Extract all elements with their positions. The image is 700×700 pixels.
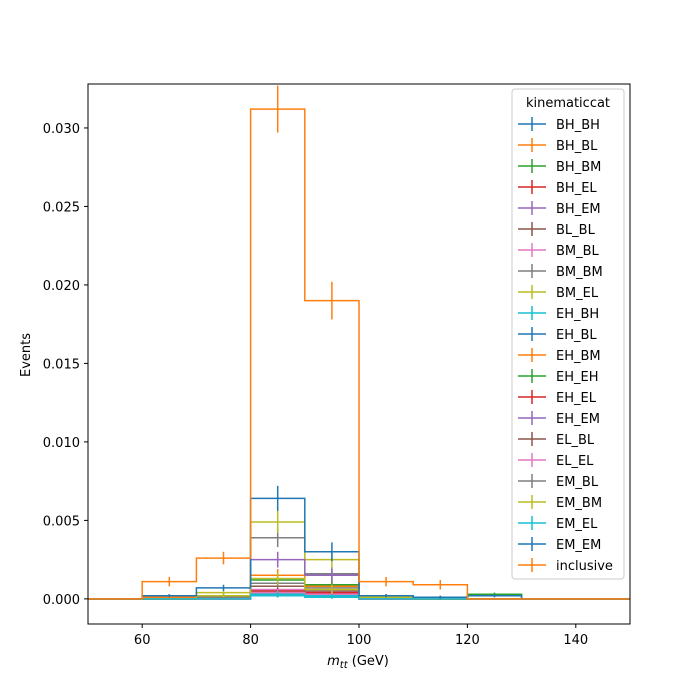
- legend-entry-EH_BM: EH_BM: [518, 348, 601, 364]
- legend-label-EM_EM: EM_EM: [556, 538, 601, 553]
- x-axis-label-unit: (GeV): [348, 654, 389, 669]
- legend-label-EL_BL: EL_BL: [556, 433, 595, 448]
- legend-label-EM_BM: EM_BM: [556, 496, 602, 511]
- legend-label-EH_EL: EH_EL: [556, 391, 597, 406]
- legend-label-EH_BH: EH_BH: [556, 307, 599, 322]
- x-tick-label-80: 80: [242, 633, 259, 648]
- legend-label-EH_BL: EH_BL: [556, 328, 597, 343]
- x-tick-label-60: 60: [134, 633, 151, 648]
- legend-entry-EM_BM: EM_BM: [518, 495, 602, 511]
- series-inclusive: [88, 85, 630, 600]
- legend-label-BH_BH: BH_BH: [556, 118, 600, 133]
- legend-entry-EH_BL: EH_BL: [518, 327, 597, 343]
- x-tick-label-140: 140: [563, 633, 588, 648]
- plot-area: [88, 85, 630, 600]
- y-tick-label-5: 0.025: [43, 200, 80, 215]
- legend-entry-EM_BL: EM_BL: [518, 474, 599, 490]
- legend-title: kinematiccat: [526, 96, 610, 111]
- y-tick-label-4: 0.020: [43, 279, 80, 294]
- y-tick-label-0: 0.000: [43, 593, 80, 608]
- x-axis-label-main: m: [327, 654, 340, 669]
- legend-label-EH_EM: EH_EM: [556, 412, 600, 427]
- legend-label-BM_EL: BM_EL: [556, 286, 599, 301]
- x-tick-label-100: 100: [347, 633, 372, 648]
- legend-entry-EL_EL: EL_EL: [518, 453, 594, 469]
- legend: kinematiccat BH_BH BH_BL BH_BM BH_EL BH_EM BL_…: [511, 88, 625, 580]
- legend-entry-BH_EM: BH_EM: [518, 201, 601, 217]
- x-axis-label: mtt (GeV): [327, 654, 389, 671]
- legend-label-BM_BM: BM_BM: [556, 265, 603, 280]
- legend-entry-BH_EL: BH_EL: [518, 180, 597, 196]
- legend-entry-EH_EM: EH_EM: [518, 411, 600, 427]
- legend-entry-BH_BM: BH_BM: [518, 159, 601, 175]
- legend-entry-BM_EL: BM_EL: [518, 285, 599, 301]
- legend-entry-inclusive: inclusive: [518, 558, 613, 574]
- legend-label-BL_BL: BL_BL: [556, 223, 596, 238]
- legend-label-BM_BL: BM_BL: [556, 244, 600, 259]
- legend-label-BH_BM: BH_BM: [556, 160, 601, 175]
- legend-label-BH_EM: BH_EM: [556, 202, 601, 217]
- legend-entry-EL_BL: EL_BL: [518, 432, 595, 448]
- legend-label-EH_BM: EH_BM: [556, 349, 601, 364]
- legend-entry-EH_EH: EH_EH: [518, 369, 598, 385]
- y-tick-label-1: 0.005: [43, 514, 80, 529]
- legend-entry-BH_BL: BH_BL: [518, 138, 598, 154]
- y-tick-label-2: 0.010: [43, 436, 80, 451]
- legend-label-EL_EL: EL_EL: [556, 454, 594, 469]
- legend-label-BH_EL: BH_EL: [556, 181, 597, 196]
- legend-label-EH_EH: EH_EH: [556, 370, 598, 385]
- axis-ticks: 60 80 100 120 140 0.000 0.005 0.010 0.015 0.020 0.…: [43, 122, 588, 648]
- legend-label-EM_EL: EM_EL: [556, 517, 598, 532]
- legend-entry-BM_BM: BM_BM: [518, 264, 603, 280]
- legend-entry-EH_EL: EH_EL: [518, 390, 597, 406]
- y-tick-label-3: 0.015: [43, 357, 80, 372]
- legend-entry-EM_EM: EM_EM: [518, 537, 601, 553]
- legend-box: [511, 88, 625, 580]
- legend-entry-BH_BH: BH_BH: [518, 117, 600, 133]
- legend-label-EM_BL: EM_BL: [556, 475, 599, 490]
- legend-entry-EH_BH: EH_BH: [518, 306, 599, 322]
- y-axis-label: Events: [19, 333, 34, 377]
- y-tick-label-6: 0.030: [43, 122, 80, 137]
- legend-entry-BL_BL: BL_BL: [518, 222, 596, 238]
- x-tick-label-120: 120: [455, 633, 480, 648]
- legend-entry-EM_EL: EM_EL: [518, 516, 598, 532]
- legend-entry-BM_BL: BM_BL: [518, 243, 600, 259]
- legend-label-inclusive: inclusive: [556, 559, 613, 574]
- legend-label-BH_BL: BH_BL: [556, 139, 598, 154]
- x-axis-label-subscript: tt: [340, 660, 349, 671]
